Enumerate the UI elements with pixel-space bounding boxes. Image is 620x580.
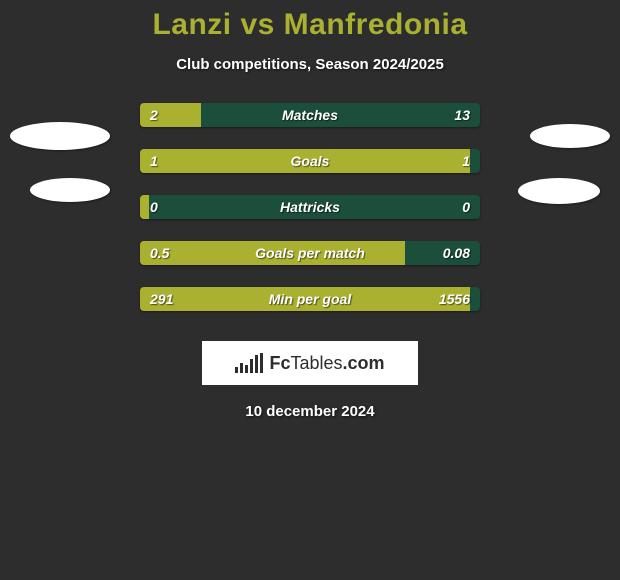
decor-ellipse (30, 178, 110, 202)
stat-row: 0.5Goals per match0.08 (140, 241, 480, 265)
stat-row: 2Matches13 (140, 103, 480, 127)
decor-ellipse (518, 178, 600, 204)
bar-chart-icon (235, 353, 263, 373)
subtitle: Club competitions, Season 2024/2025 (0, 56, 620, 73)
decor-ellipse (10, 122, 110, 150)
stat-label: Matches (140, 103, 480, 127)
footer-date: 10 december 2024 (0, 403, 620, 420)
brand-text-bold: Fc (269, 353, 290, 373)
brand-name: FcTables.com (269, 353, 384, 374)
brand-text-thin: Tables (290, 353, 342, 373)
brand-text-suffix: .com (343, 353, 385, 373)
stat-right-value: 1 (462, 149, 470, 173)
stat-row: 0Hattricks0 (140, 195, 480, 219)
stat-right-value: 0.08 (443, 241, 470, 265)
stat-label: Hattricks (140, 195, 480, 219)
stat-label: Goals per match (140, 241, 480, 265)
stat-right-value: 0 (462, 195, 470, 219)
stat-row: 291Min per goal1556 (140, 287, 480, 311)
stat-right-value: 13 (454, 103, 470, 127)
decor-ellipse (530, 124, 610, 148)
stat-label: Goals (140, 149, 480, 173)
comparison-chart: 2Matches13 1Goals1 0Hattricks0 0.5Goals per… (140, 103, 480, 311)
stat-label: Min per goal (140, 287, 480, 311)
brand-badge: FcTables.com (202, 341, 418, 385)
stat-row: 1Goals1 (140, 149, 480, 173)
stat-right-value: 1556 (439, 287, 470, 311)
page-title: Lanzi vs Manfredonia (0, 0, 620, 42)
